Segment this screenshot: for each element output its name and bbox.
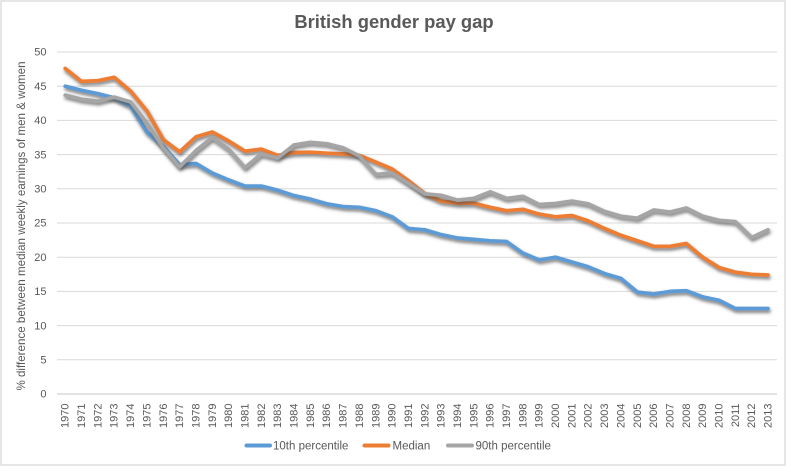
svg-text:1974: 1974 <box>125 404 137 428</box>
svg-text:1980: 1980 <box>223 404 235 428</box>
svg-text:20: 20 <box>34 252 46 264</box>
svg-text:1996: 1996 <box>485 404 497 428</box>
svg-text:1979: 1979 <box>207 404 219 428</box>
svg-text:35: 35 <box>34 149 46 161</box>
svg-text:2011: 2011 <box>730 404 742 428</box>
svg-text:10th percentile: 10th percentile <box>273 441 348 453</box>
svg-text:British gender pay gap: British gender pay gap <box>294 11 493 32</box>
svg-text:Median: Median <box>393 441 431 453</box>
svg-text:1988: 1988 <box>354 404 366 428</box>
svg-text:1981: 1981 <box>240 404 252 428</box>
svg-text:1977: 1977 <box>174 404 186 428</box>
svg-text:40: 40 <box>34 115 46 127</box>
svg-text:1993: 1993 <box>436 404 448 428</box>
svg-text:1983: 1983 <box>272 404 284 428</box>
svg-text:1975: 1975 <box>141 404 153 428</box>
svg-text:25: 25 <box>34 218 46 230</box>
svg-text:2005: 2005 <box>632 404 644 428</box>
svg-text:15: 15 <box>34 286 46 298</box>
svg-text:30: 30 <box>34 184 46 196</box>
svg-text:1986: 1986 <box>321 404 333 428</box>
svg-text:50: 50 <box>34 47 46 59</box>
svg-text:1989: 1989 <box>370 404 382 428</box>
svg-text:0: 0 <box>40 389 46 401</box>
svg-text:1997: 1997 <box>501 404 513 428</box>
svg-text:1976: 1976 <box>158 404 170 428</box>
svg-text:1970: 1970 <box>60 404 72 428</box>
svg-text:2006: 2006 <box>648 404 660 428</box>
svg-text:2013: 2013 <box>763 404 775 428</box>
svg-text:2004: 2004 <box>615 404 627 428</box>
svg-text:1987: 1987 <box>338 404 350 428</box>
svg-text:10: 10 <box>34 320 46 332</box>
svg-text:90th percentile: 90th percentile <box>476 441 551 453</box>
svg-text:2008: 2008 <box>681 404 693 428</box>
svg-text:1985: 1985 <box>305 404 317 428</box>
svg-text:2009: 2009 <box>697 404 709 428</box>
svg-text:1972: 1972 <box>92 404 104 428</box>
svg-text:1973: 1973 <box>109 404 121 428</box>
svg-text:1999: 1999 <box>534 404 546 428</box>
svg-text:1994: 1994 <box>452 404 464 428</box>
svg-text:45: 45 <box>34 81 46 93</box>
svg-text:2010: 2010 <box>714 404 726 428</box>
svg-text:1978: 1978 <box>191 404 203 428</box>
svg-text:1992: 1992 <box>419 404 431 428</box>
svg-text:1995: 1995 <box>468 404 480 428</box>
svg-text:2007: 2007 <box>665 404 677 428</box>
svg-text:1990: 1990 <box>387 404 399 428</box>
svg-text:1998: 1998 <box>517 404 529 428</box>
svg-text:1971: 1971 <box>76 404 88 428</box>
svg-text:5: 5 <box>40 355 46 367</box>
svg-text:2012: 2012 <box>746 404 758 428</box>
svg-text:1984: 1984 <box>289 404 301 428</box>
svg-text:1991: 1991 <box>403 404 415 428</box>
svg-text:2002: 2002 <box>583 404 595 428</box>
svg-text:1982: 1982 <box>256 404 268 428</box>
svg-text:2000: 2000 <box>550 404 562 428</box>
svg-text:2003: 2003 <box>599 404 611 428</box>
svg-text:% difference between median we: % difference between median weekly earni… <box>15 61 28 390</box>
svg-text:2001: 2001 <box>566 404 578 428</box>
